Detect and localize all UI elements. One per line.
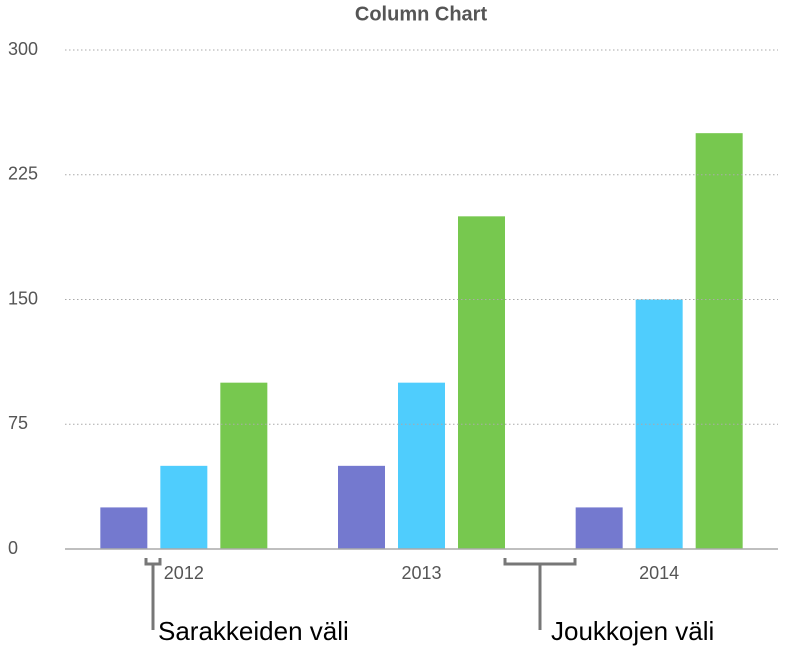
y-tick-label: 150 bbox=[8, 288, 38, 308]
bar bbox=[220, 382, 268, 549]
bar bbox=[100, 507, 148, 549]
y-tick-label: 75 bbox=[8, 413, 28, 433]
x-tick-label: 2013 bbox=[401, 563, 441, 583]
x-tick-label: 2014 bbox=[639, 563, 679, 583]
y-tick-label: 300 bbox=[8, 39, 38, 59]
annotation: Sarakkeiden väli bbox=[158, 616, 349, 646]
bar bbox=[160, 465, 208, 549]
bar bbox=[398, 382, 445, 549]
bar bbox=[338, 465, 385, 549]
annotation: Joukkojen väli bbox=[551, 616, 714, 646]
x-tick-label: 2012 bbox=[164, 563, 204, 583]
bar bbox=[458, 216, 505, 550]
bar bbox=[695, 133, 743, 549]
bar bbox=[575, 507, 623, 549]
group-gap-bracket bbox=[503, 558, 577, 630]
bar bbox=[635, 299, 683, 549]
chart-title: Column Chart bbox=[355, 3, 488, 25]
y-tick-label: 0 bbox=[8, 538, 18, 558]
bar-gap-bracket bbox=[144, 558, 162, 630]
y-tick-label: 225 bbox=[8, 164, 38, 184]
